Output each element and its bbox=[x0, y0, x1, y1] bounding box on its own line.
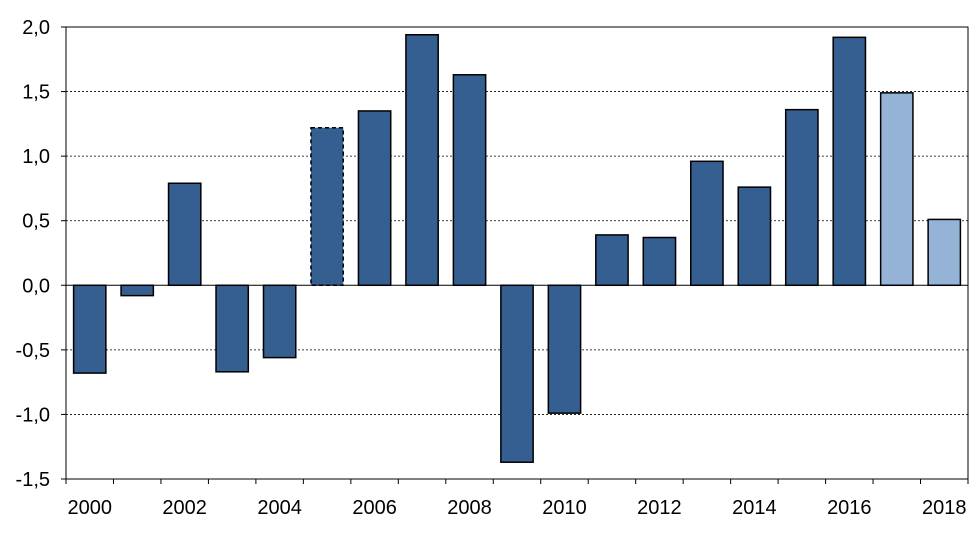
bar-2017 bbox=[879, 92, 914, 287]
bar-2012 bbox=[642, 236, 677, 287]
plot-area-frame bbox=[65, 26, 969, 480]
y-tick-label: -0,5 bbox=[16, 340, 50, 362]
y-tick-label: 0,0 bbox=[22, 275, 50, 297]
bar-2011 bbox=[595, 234, 629, 287]
y-tick-label: 1,0 bbox=[22, 146, 50, 168]
x-tick-label: 2018 bbox=[922, 497, 967, 519]
bar-2003 bbox=[215, 284, 250, 373]
x-tick-label: 2004 bbox=[257, 497, 302, 519]
bar-2002 bbox=[167, 182, 202, 287]
bar-2015 bbox=[784, 108, 819, 287]
bar-2000 bbox=[72, 284, 107, 374]
bar-2009 bbox=[500, 284, 534, 463]
y-tick-label: 0,5 bbox=[22, 211, 50, 233]
y-tick-label: 1,5 bbox=[22, 82, 50, 104]
bar-2010 bbox=[547, 284, 582, 414]
bar-2001 bbox=[120, 284, 155, 297]
x-tick-label: 2000 bbox=[67, 497, 112, 519]
bar-2014 bbox=[737, 186, 772, 287]
y-axis-ticks: -1,5 -1,0 -0,5 0,0 0,5 1,0 1,5 2,0 bbox=[16, 17, 66, 491]
x-axis-ticks: 2000 2002 2004 2006 2008 2010 2012 2014 2016 2018 bbox=[65, 479, 969, 519]
y-tick-label: -1,0 bbox=[16, 404, 50, 426]
y-tick-label: 2,0 bbox=[22, 17, 50, 39]
bar-2008 bbox=[452, 74, 487, 287]
bar-2006 bbox=[357, 110, 392, 287]
bar-2016 bbox=[832, 36, 867, 287]
x-tick-label: 2006 bbox=[352, 497, 397, 519]
y-tick-label: -1,5 bbox=[16, 469, 50, 491]
axes bbox=[65, 26, 969, 480]
x-tick-label: 2014 bbox=[732, 497, 777, 519]
x-tick-label: 2016 bbox=[827, 497, 872, 519]
bar-2005 bbox=[310, 126, 344, 287]
bar-2007 bbox=[405, 33, 439, 287]
x-tick-label: 2002 bbox=[162, 497, 207, 519]
x-tick-label: 2012 bbox=[637, 497, 682, 519]
x-tick-label: 2008 bbox=[447, 497, 492, 519]
bars bbox=[72, 33, 962, 463]
x-tick-label: 2010 bbox=[542, 497, 587, 519]
bar-2004 bbox=[262, 284, 297, 359]
bar-2018 bbox=[927, 218, 962, 287]
bar-2013 bbox=[690, 160, 724, 287]
